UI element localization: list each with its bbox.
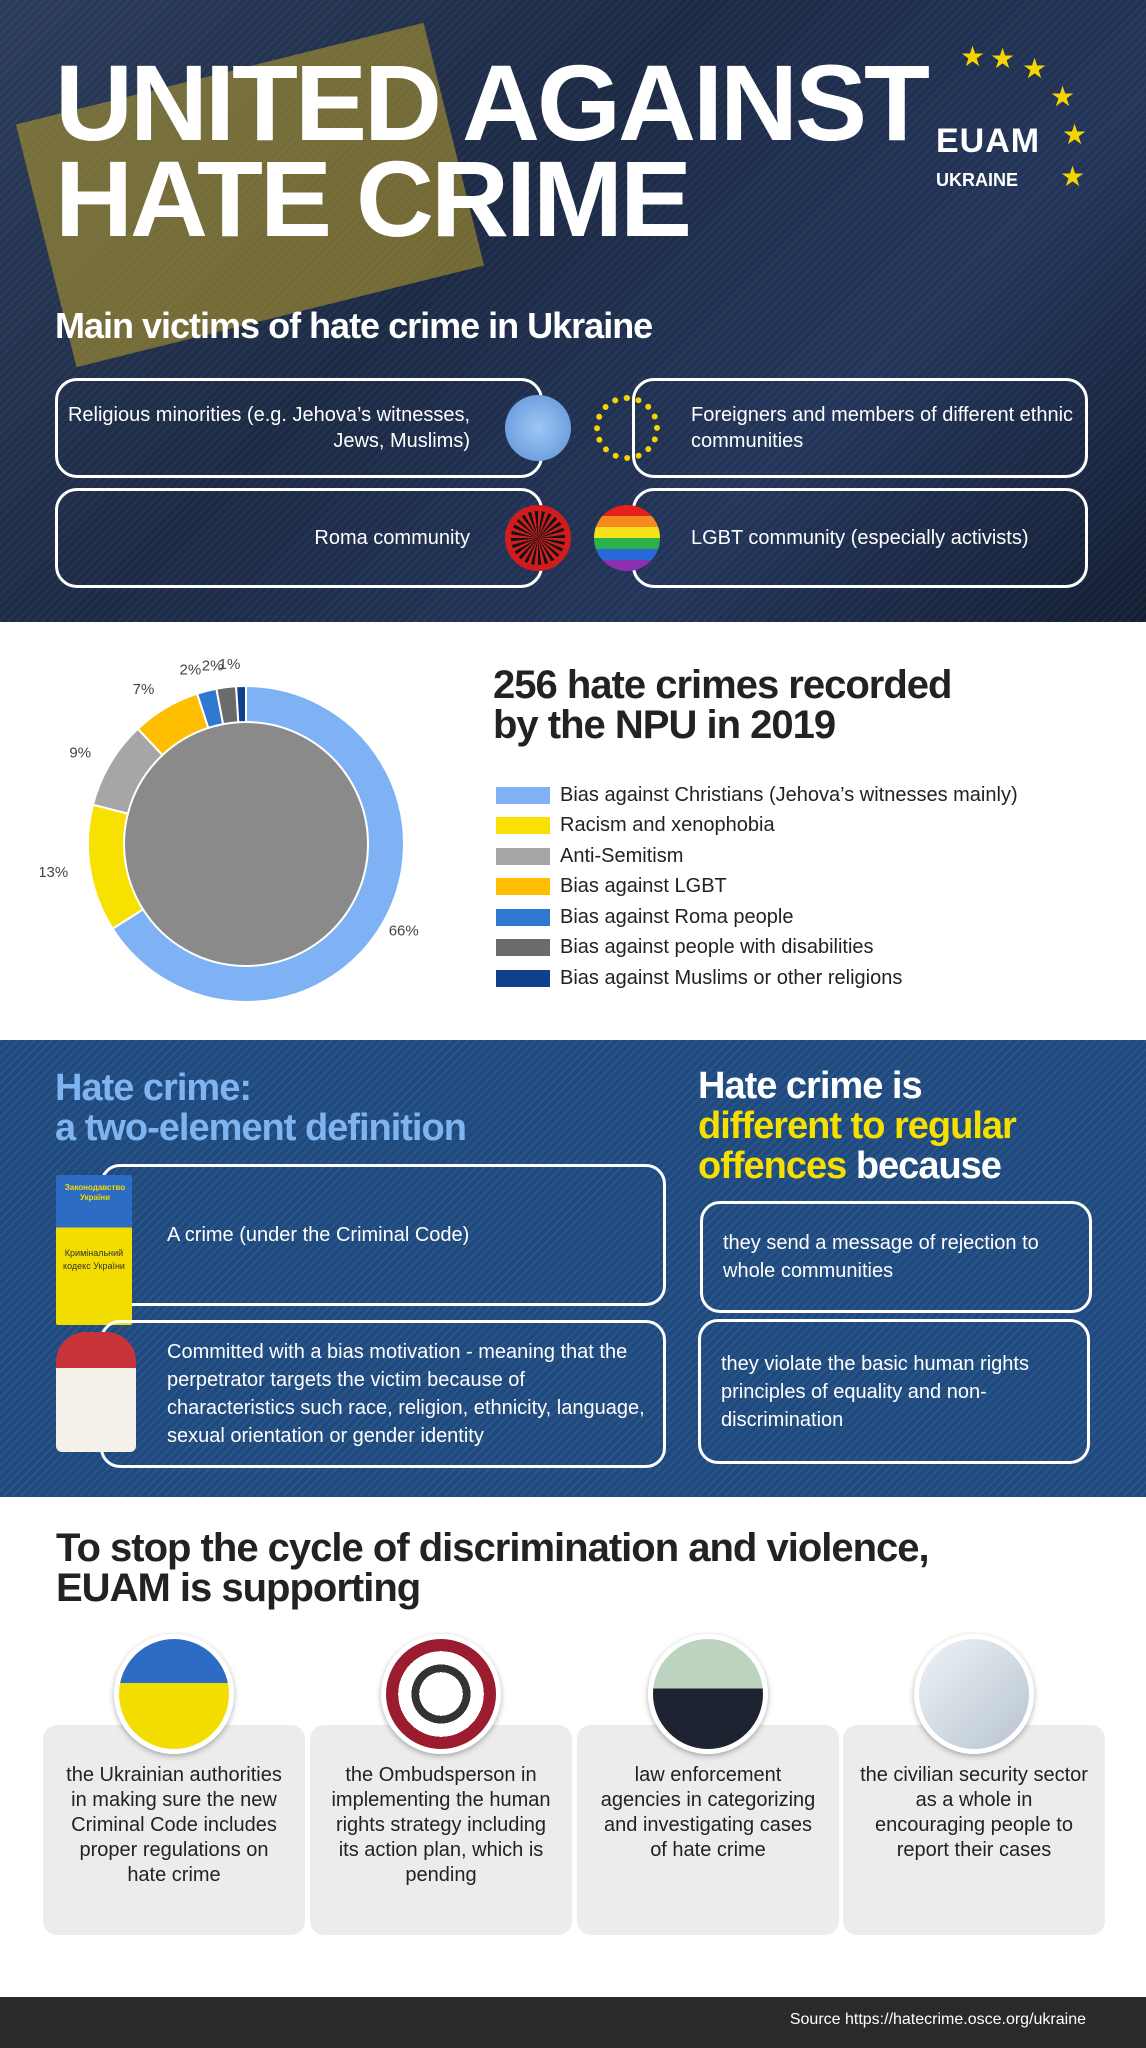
legend-swatch: [496, 939, 550, 957]
chart-title-line: by the NPU in 2019: [493, 703, 836, 747]
star-icon: ★: [1050, 81, 1076, 112]
book-title-text: Кримінальний кодекс України: [63, 1248, 125, 1271]
slice-label: 9%: [69, 744, 91, 761]
source-link[interactable]: Source https://hatecrime.osce.org/ukrain…: [789, 2011, 1086, 2028]
criminal-code-icon: [114, 1634, 234, 1754]
heading-text: because: [846, 1145, 1002, 1187]
legend-item: Bias against LGBT: [496, 872, 1018, 903]
euam-logo: EUAM: [936, 122, 1041, 160]
victim-label: LGBT community (especially activists): [691, 527, 1029, 549]
definition-section: Hate crime: a two-element definition A cr…: [0, 1040, 1146, 1497]
star-icon: ★: [1060, 161, 1086, 192]
document-handover-image: [914, 1634, 1034, 1754]
hate-protest-photo: [124, 722, 368, 966]
chart-title-line: 256 hate crimes recorded: [493, 663, 952, 707]
page-title: UNITED AGAINST HATE CRIME: [55, 42, 930, 259]
support-card: law enforcement agencies in categorizing…: [577, 1725, 839, 1935]
legend-item: Racism and xenophobia: [496, 811, 1018, 842]
victim-box: Foreigners and members of different ethn…: [632, 378, 1088, 478]
heading-line: EUAM is supporting: [56, 1566, 421, 1610]
legend-item: Bias against people with disabilities: [496, 933, 1018, 964]
legend-item: Bias against Roma people: [496, 902, 1018, 933]
section-heading: Main victims of hate crime in Ukraine: [55, 305, 653, 346]
dove-icon: [505, 395, 571, 461]
victim-label: Foreigners and members of different ethn…: [691, 404, 1074, 452]
title-line: UNITED AGAINST: [55, 42, 930, 163]
roma-wheel-icon: [505, 505, 571, 571]
legend-label: Bias against Christians (Jehova’s witnes…: [560, 783, 1018, 806]
heading-line: Hate crime is: [698, 1065, 923, 1107]
star-icon: ★: [1022, 53, 1048, 84]
legend-swatch: [496, 878, 550, 896]
heading-line: different to regular: [698, 1105, 1017, 1147]
support-card: the Ombudsperson in implementing the hum…: [310, 1725, 572, 1935]
slice-label: 2%: [180, 662, 202, 679]
definition-text: Committed with a bias motivation - meani…: [167, 1341, 645, 1447]
heading-line: a two-element definition: [55, 1107, 467, 1149]
legend-item: Bias against Christians (Jehova’s witnes…: [496, 780, 1018, 811]
book-top-text: Законодавство України: [64, 1183, 126, 1202]
legend-label: Bias against Roma people: [560, 905, 794, 928]
donut-slice: [111, 684, 405, 1003]
support-card: the Ukrainian authorities in making sure…: [43, 1725, 305, 1935]
people-circle-icon: [594, 395, 660, 461]
legend-label: Bias against Muslims or other religions: [560, 966, 903, 989]
legend-item: Anti-Semitism: [496, 841, 1018, 872]
definition-text: A crime (under the Criminal Code): [167, 1224, 470, 1246]
victim-box: Roma community: [55, 488, 543, 588]
slice-label: 13%: [40, 864, 68, 881]
definition-box: A crime (under the Criminal Code): [100, 1164, 666, 1306]
slice-label: 1%: [219, 656, 241, 673]
legend-label: Racism and xenophobia: [560, 814, 775, 837]
reason-text: they violate the basic human rights prin…: [721, 1352, 1029, 1431]
victim-box: LGBT community (especially activists): [632, 488, 1088, 588]
legend-swatch: [496, 817, 550, 835]
legend-swatch: [496, 786, 550, 804]
support-heading: To stop the cycle of discrimination and …: [56, 1526, 930, 1610]
hero-section: UNITED AGAINST HATE CRIME ★ ★ ★ ★ ★ ★ EUA…: [0, 0, 1146, 622]
donut-chart: 66%13%9%7%2% 2%1%: [40, 656, 419, 1003]
heading-highlight: offences: [698, 1145, 847, 1187]
police-officer-image: [648, 1634, 768, 1754]
heading-line: To stop the cycle of discrimination and …: [56, 1526, 930, 1570]
definition-box: Committed with a bias motivation - meani…: [100, 1320, 666, 1468]
support-text: the Ukrainian authorities in making sure…: [66, 1764, 282, 1886]
title-line: HATE CRIME: [55, 138, 692, 259]
support-text: the civilian security sector as a whole …: [860, 1764, 1088, 1861]
slice-label: 2%: [202, 657, 224, 674]
euam-logo-sub: UKRAINE: [936, 170, 1019, 190]
different-heading: Hate crime is different to regular offence…: [698, 1065, 1017, 1187]
legend-item: Bias against Muslims or other religions: [496, 963, 1018, 994]
legend-label: Anti-Semitism: [560, 844, 684, 867]
star-icon: ★: [1062, 119, 1088, 150]
star-icon: ★: [960, 41, 986, 72]
footer: Source https://hatecrime.osce.org/ukrain…: [0, 1997, 1146, 2048]
victim-box: Religious minorities (e.g. Jehova’s witn…: [55, 378, 543, 478]
chart-legend: Bias against Christians (Jehova’s witnes…: [496, 780, 1018, 994]
definition-heading: Hate crime: a two-element definition: [55, 1067, 467, 1149]
star-icon: ★: [990, 43, 1016, 74]
man-praying-image: [56, 1332, 136, 1452]
donut-slice: [235, 684, 247, 724]
support-card: the civilian security sector as a whole …: [843, 1725, 1105, 1935]
criminal-code-book-icon: Законодавство України Кримінальний кодек…: [56, 1175, 132, 1325]
slice-label: 7%: [133, 681, 155, 698]
legend-swatch: [496, 847, 550, 865]
support-text: law enforcement agencies in categorizing…: [600, 1764, 816, 1861]
reason-box: they send a message of rejection to whol…: [700, 1201, 1092, 1313]
victim-label: Religious minorities (e.g. Jehova’s witn…: [67, 404, 470, 452]
ombudsperson-logo-icon: [381, 1634, 501, 1754]
chart-title: 256 hate crimes recorded by the NPU in 20…: [493, 663, 952, 747]
victim-label: Roma community: [314, 527, 470, 549]
legend-swatch: [496, 908, 550, 926]
support-text: the Ombudsperson in implementing the hum…: [331, 1764, 551, 1886]
reason-box: they violate the basic human rights prin…: [698, 1319, 1090, 1464]
slice-label: 66%: [389, 923, 419, 940]
legend-swatch: [496, 969, 550, 987]
reason-text: they send a message of rejection to whol…: [723, 1232, 1039, 1282]
rainbow-icon: [594, 505, 660, 571]
legend-label: Bias against LGBT: [560, 875, 727, 898]
heading-line: Hate crime:: [55, 1067, 252, 1109]
legend-label: Bias against people with disabilities: [560, 936, 874, 959]
